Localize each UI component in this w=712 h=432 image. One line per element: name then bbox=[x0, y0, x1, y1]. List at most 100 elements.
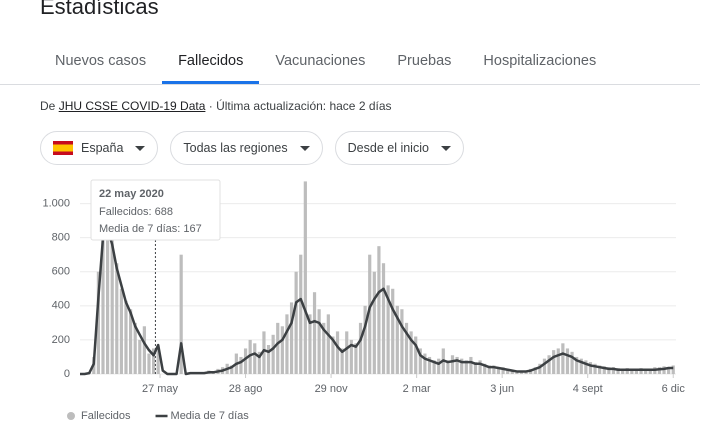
bar bbox=[460, 358, 464, 374]
bar bbox=[538, 363, 542, 374]
bar bbox=[648, 368, 652, 374]
bar bbox=[414, 336, 418, 374]
filters: España Todas las regiones Desde el inici… bbox=[40, 131, 464, 165]
bar bbox=[552, 350, 556, 374]
bar bbox=[253, 343, 257, 374]
bar bbox=[142, 326, 146, 374]
bar bbox=[483, 363, 487, 374]
bar bbox=[492, 365, 496, 374]
tab[interactable]: Nuevos casos bbox=[55, 53, 147, 69]
bar bbox=[446, 360, 450, 374]
line bbox=[80, 227, 674, 376]
legend-label: Media de 7 días bbox=[171, 410, 250, 422]
bar bbox=[423, 353, 427, 374]
x-tick-label: 27 may bbox=[142, 383, 179, 395]
bar bbox=[639, 368, 643, 374]
bar bbox=[621, 368, 625, 374]
legend-swatch bbox=[67, 412, 75, 420]
dropdown-label: España bbox=[81, 141, 124, 155]
x-tick-label: 29 nov bbox=[315, 383, 349, 395]
bar bbox=[667, 367, 671, 374]
bar bbox=[432, 360, 436, 374]
tab[interactable]: Fallecidos bbox=[162, 50, 260, 84]
bar bbox=[395, 305, 399, 374]
bar bbox=[634, 368, 639, 374]
bar bbox=[579, 358, 583, 374]
y-tick-label: 800 bbox=[52, 232, 70, 244]
divider bbox=[0, 84, 700, 85]
bar bbox=[179, 254, 183, 374]
bar bbox=[262, 331, 266, 374]
bar bbox=[450, 355, 455, 374]
bar bbox=[335, 331, 340, 374]
tab[interactable]: Hospitalizaciones bbox=[483, 53, 597, 69]
bar bbox=[473, 362, 478, 374]
bar bbox=[368, 254, 372, 374]
source-link[interactable]: JHU CSSE COVID-19 Data bbox=[58, 99, 206, 113]
bar bbox=[616, 368, 620, 374]
bar bbox=[101, 212, 105, 374]
flag bbox=[53, 141, 73, 155]
bar bbox=[400, 309, 404, 374]
legend-label: Fallecidos bbox=[81, 410, 131, 422]
bar bbox=[276, 322, 280, 374]
bar bbox=[266, 345, 271, 374]
region-dropdown[interactable]: Todas las regiones bbox=[170, 131, 323, 165]
bar bbox=[110, 237, 114, 374]
bar bbox=[547, 355, 551, 374]
bar bbox=[243, 348, 248, 374]
bar bbox=[299, 254, 303, 374]
bar bbox=[303, 181, 307, 374]
bar bbox=[602, 366, 606, 374]
bar bbox=[133, 322, 137, 374]
tab[interactable]: Vacunaciones bbox=[275, 53, 366, 69]
x-tick-label: 3 jun bbox=[490, 383, 514, 395]
bar bbox=[119, 288, 123, 374]
bar bbox=[248, 339, 252, 374]
source-prefix: De bbox=[40, 99, 56, 113]
bar bbox=[156, 348, 160, 374]
y-tick-label: 200 bbox=[52, 334, 70, 346]
bar bbox=[404, 322, 409, 374]
tab[interactable]: Pruebas bbox=[397, 53, 452, 69]
bar bbox=[533, 367, 537, 374]
bar bbox=[575, 356, 579, 374]
bar bbox=[105, 229, 110, 374]
bar bbox=[469, 356, 473, 374]
dropdown-arrow bbox=[299, 145, 310, 151]
bar bbox=[662, 366, 666, 374]
bar bbox=[657, 367, 662, 374]
bar bbox=[611, 367, 616, 374]
bar bbox=[151, 348, 156, 374]
bar bbox=[372, 271, 376, 374]
bar bbox=[386, 285, 390, 374]
y-tick-label: 0 bbox=[64, 368, 70, 380]
bar bbox=[487, 365, 491, 374]
bar bbox=[437, 358, 441, 374]
tooltip-box bbox=[90, 179, 221, 241]
y-tick-label: 1.000 bbox=[42, 197, 70, 209]
y-tick-label: 400 bbox=[52, 300, 70, 312]
bar bbox=[124, 300, 128, 374]
bar bbox=[584, 360, 588, 374]
bar bbox=[322, 322, 326, 374]
country-dropdown[interactable]: España bbox=[40, 131, 159, 165]
tooltip: 22 may 2020 Fallecidos: 688 Media de 7 día… bbox=[90, 179, 221, 241]
dropdown-arrow bbox=[440, 145, 451, 151]
bar bbox=[391, 288, 395, 374]
bar bbox=[630, 368, 634, 374]
bar bbox=[496, 367, 501, 374]
bar bbox=[317, 309, 321, 374]
bar bbox=[358, 322, 363, 374]
bar bbox=[607, 367, 611, 374]
bar bbox=[345, 331, 349, 374]
page-title: Estadísticas bbox=[40, 0, 159, 19]
period-dropdown[interactable]: Desde el inicio bbox=[334, 131, 464, 165]
bar bbox=[363, 305, 367, 374]
bar bbox=[312, 292, 317, 374]
tooltip-title: 22 may 2020 bbox=[99, 188, 164, 200]
bar bbox=[427, 356, 432, 374]
bar bbox=[593, 363, 597, 374]
bar bbox=[565, 348, 570, 374]
tooltip-line: Fallecidos: 688 bbox=[99, 206, 173, 218]
